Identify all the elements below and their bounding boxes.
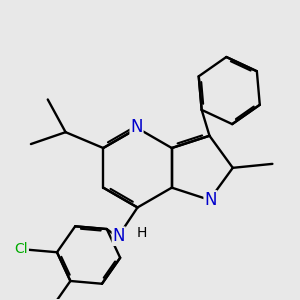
- Text: Cl: Cl: [15, 242, 28, 256]
- Text: N: N: [204, 191, 217, 209]
- Text: N: N: [130, 118, 143, 136]
- Text: H: H: [136, 226, 147, 240]
- Text: N: N: [112, 227, 125, 245]
